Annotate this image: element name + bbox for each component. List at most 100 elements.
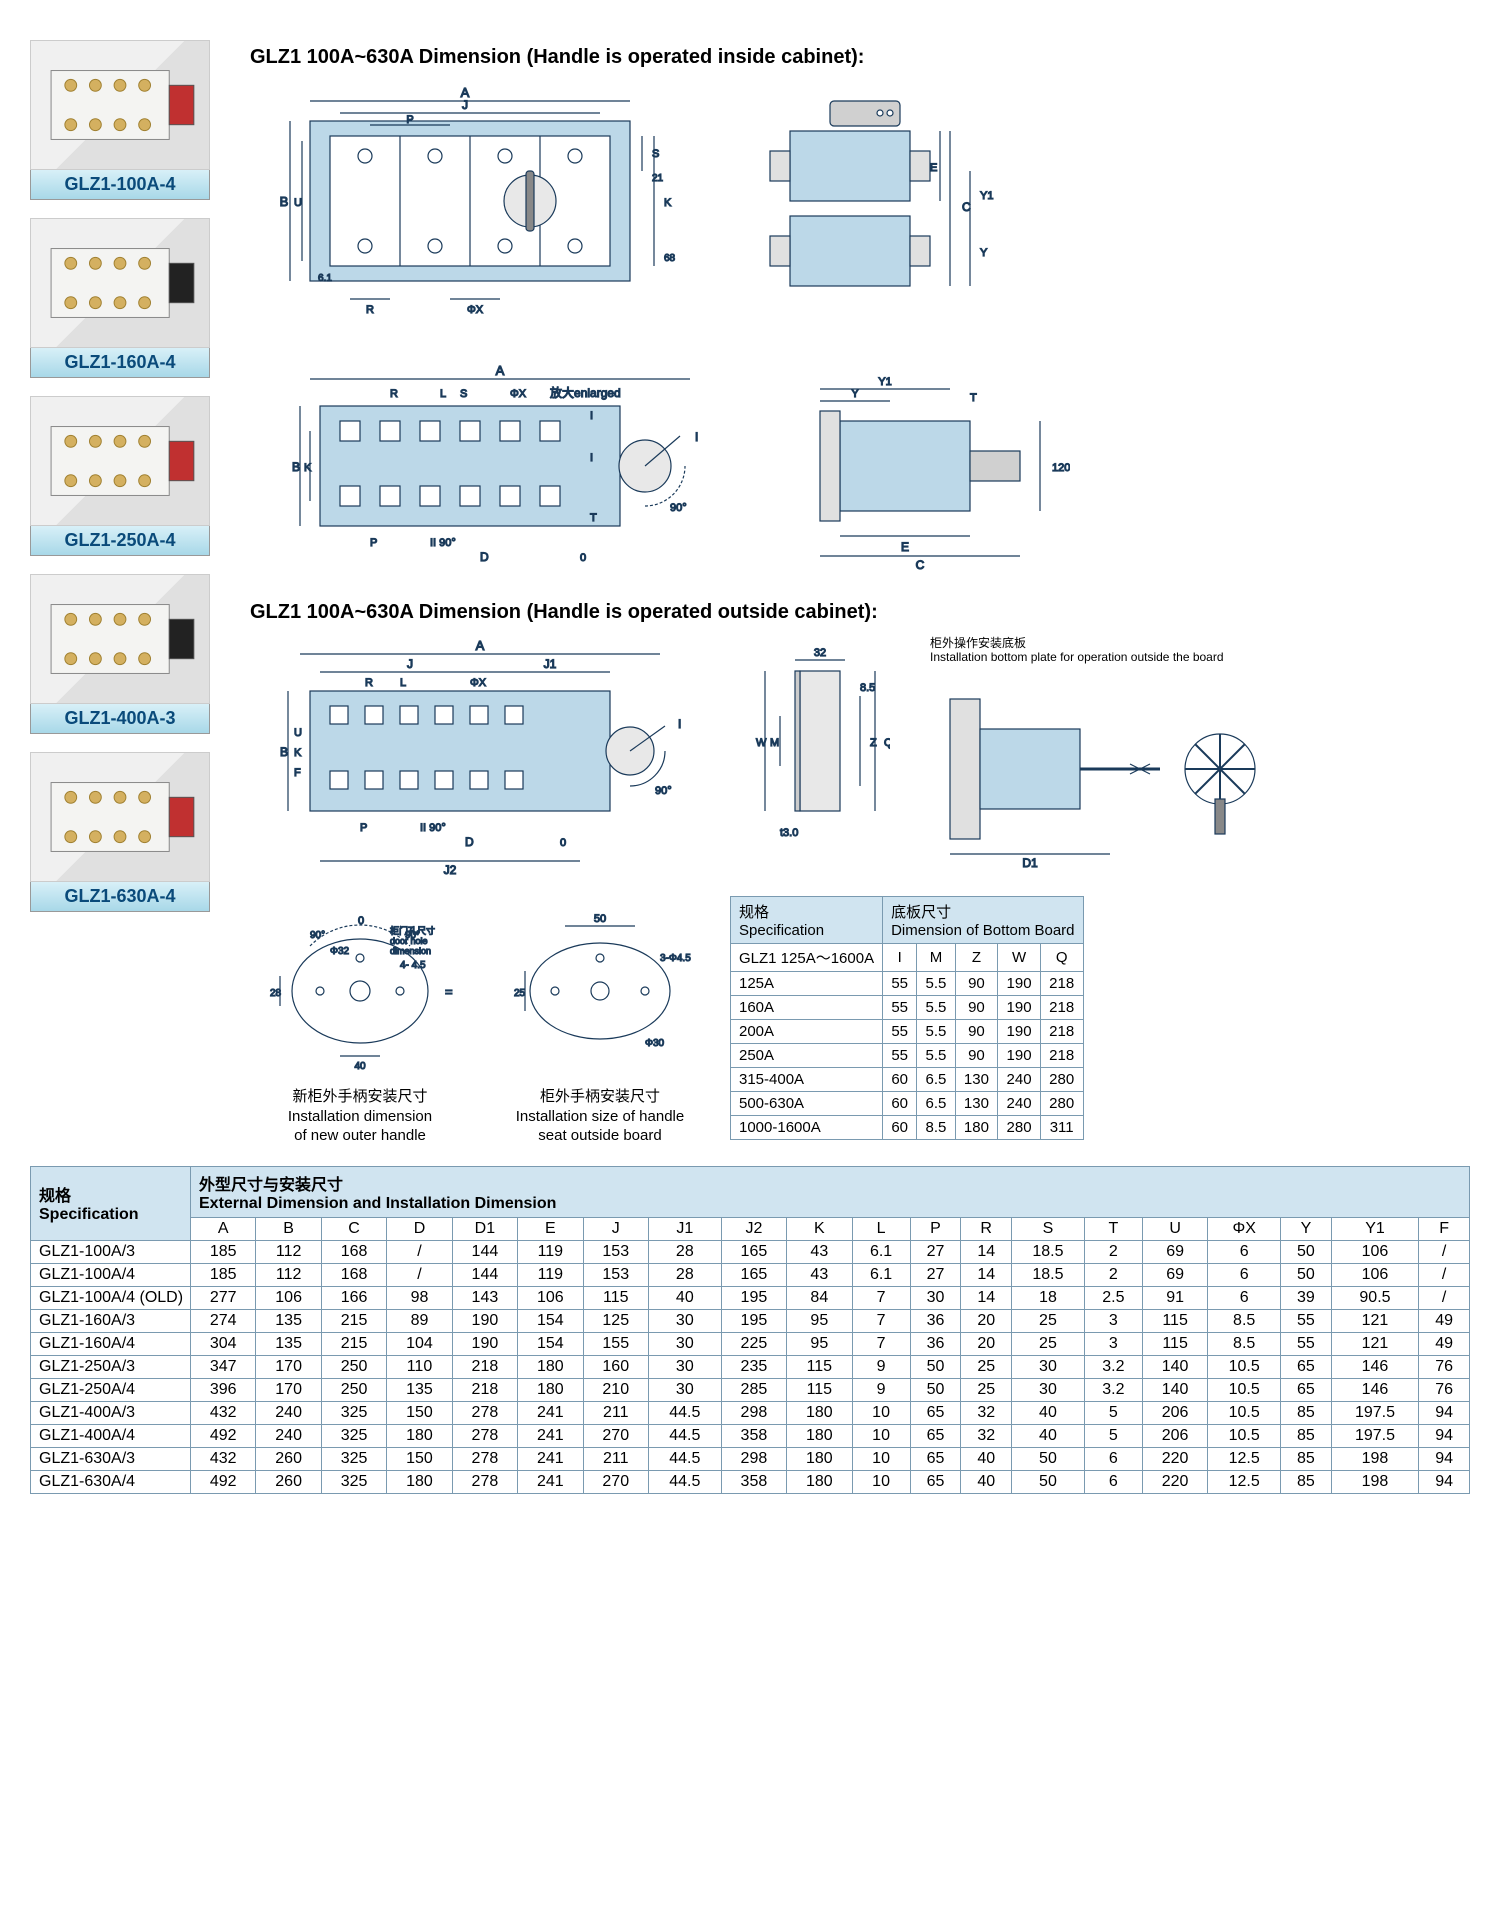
svg-text:t3.0: t3.0 (780, 827, 798, 839)
table-row: GLZ1-250A/439617025013521818021030285115… (31, 1378, 1470, 1401)
svg-text:P: P (360, 822, 367, 834)
table-row: GLZ1-400A/449224032518027824127044.53581… (31, 1424, 1470, 1447)
diagram-outside-assembly: 柜外操作安装底板 Installation bottom plate for o… (930, 636, 1280, 869)
svg-text:Z: Z (870, 737, 877, 749)
diagram-top-inside: A 90° I (250, 361, 730, 581)
svg-text:J: J (407, 657, 413, 671)
svg-text:Q: Q (884, 737, 890, 749)
svg-text:S: S (460, 388, 467, 400)
table-row: 160A555.590190218 (731, 996, 1084, 1020)
bottom-board-table: 规格 Specification 底板尺寸 Dimension of Botto… (730, 896, 1084, 1140)
product-item: GLZ1-100A-4 (30, 40, 230, 200)
svg-text:放大enlarged: 放大enlarged (550, 385, 621, 400)
svg-text:K: K (664, 197, 672, 209)
table-row: 125A555.590190218 (731, 972, 1084, 996)
svg-text:8.5: 8.5 (860, 682, 875, 694)
svg-text:90°: 90° (670, 502, 687, 514)
product-item: GLZ1-400A-3 (30, 574, 230, 734)
svg-text:柜门孔尺寸: 柜门孔尺寸 (390, 925, 435, 936)
svg-text:F: F (294, 767, 301, 779)
svg-text:R: R (390, 388, 398, 400)
svg-text:28: 28 (270, 988, 282, 999)
svg-text:Φ30: Φ30 (645, 1038, 665, 1049)
svg-text:M: M (770, 737, 779, 749)
table-row: 1000-1600A608.5180280311 (731, 1116, 1084, 1140)
svg-text:25: 25 (514, 988, 526, 999)
svg-text:50: 50 (594, 913, 606, 925)
svg-text:ΦX: ΦX (470, 677, 487, 689)
svg-text:ΦX: ΦX (510, 388, 527, 400)
svg-text:J: J (462, 98, 468, 112)
product-photo (30, 40, 210, 170)
svg-text:ΦX: ΦX (467, 304, 484, 316)
svg-text:W: W (756, 737, 767, 749)
svg-text:90°: 90° (655, 785, 672, 797)
svg-text:0: 0 (560, 837, 566, 849)
svg-text:90°: 90° (310, 930, 325, 941)
svg-text:B: B (280, 745, 288, 759)
product-label: GLZ1-250A-4 (30, 526, 210, 556)
svg-text:120: 120 (1052, 462, 1070, 474)
table-row: GLZ1-100A/3185112168/14411915328165436.1… (31, 1240, 1470, 1263)
svg-text:L: L (400, 677, 406, 689)
table-row: GLZ1-160A/430413521510419015415530225957… (31, 1332, 1470, 1355)
svg-text:D: D (465, 835, 474, 849)
product-photo (30, 574, 210, 704)
section2-title: GLZ1 100A~630A Dimension (Handle is oper… (250, 601, 1470, 624)
diagram-outside-bracket: 32 8.5 M Z Q t3.0 W (750, 636, 890, 856)
svg-text:A: A (496, 363, 505, 378)
product-label: GLZ1-630A-4 (30, 882, 210, 912)
svg-text:A: A (476, 638, 485, 653)
product-item: GLZ1-250A-4 (30, 396, 230, 556)
product-label: GLZ1-400A-3 (30, 704, 210, 734)
table-row: GLZ1-160A/327413521589190154125301959573… (31, 1309, 1470, 1332)
svg-text:6.1: 6.1 (318, 273, 332, 284)
table-row: 200A555.590190218 (731, 1020, 1084, 1044)
svg-text:0: 0 (358, 915, 364, 927)
diagrams-column: GLZ1 100A~630A Dimension (Handle is oper… (250, 40, 1470, 1146)
product-item: GLZ1-160A-4 (30, 218, 230, 378)
svg-text:K: K (294, 747, 302, 759)
svg-text:J1: J1 (544, 657, 557, 671)
table-row: GLZ1-100A/4 (OLD)27710616698143106115401… (31, 1286, 1470, 1309)
product-photo (30, 218, 210, 348)
svg-text:B: B (280, 194, 289, 209)
svg-text:Y1: Y1 (980, 190, 993, 202)
svg-text:L: L (440, 388, 446, 400)
product-photo (30, 752, 210, 882)
main-table-colhdr: ABCDD1EJJ1J2KLPRSTUΦXYY1F (31, 1217, 1470, 1240)
section1-title: GLZ1 100A~630A Dimension (Handle is oper… (250, 46, 1470, 69)
svg-text:U: U (294, 197, 302, 209)
svg-text:I: I (695, 430, 698, 444)
handle-diagram-seat: 50 25 3-Φ4.5 Φ30 柜外手柄安装尺寸 Installation s… (500, 896, 700, 1146)
svg-text:68: 68 (664, 253, 676, 264)
svg-text:C: C (916, 558, 925, 571)
svg-text:=: = (445, 984, 453, 999)
svg-text:R: R (365, 677, 373, 689)
svg-text:0: 0 (580, 552, 586, 564)
svg-text:T: T (970, 392, 977, 404)
product-photo (30, 396, 210, 526)
table-row: 315-400A606.5130240280 (731, 1068, 1084, 1092)
svg-text:R: R (366, 304, 374, 316)
svg-text:S: S (652, 148, 659, 160)
svg-text:J2: J2 (444, 863, 457, 876)
install-note-cn: 柜外操作安装底板 (930, 636, 1026, 650)
svg-text:I: I (590, 452, 593, 464)
install-note-en: Installation bottom plate for operation … (930, 650, 1224, 664)
svg-text:E: E (930, 162, 937, 174)
svg-text:3-Φ4.5: 3-Φ4.5 (660, 953, 691, 964)
svg-text:Φ32: Φ32 (330, 946, 350, 957)
diagram-front-inside: A J P B U (250, 81, 690, 341)
svg-text:D1: D1 (1022, 856, 1038, 869)
svg-text:Y1: Y1 (878, 376, 891, 388)
svg-text:Y: Y (980, 247, 988, 259)
svg-text:Y: Y (851, 388, 859, 400)
diagram-outside-front: A J J1 90° I R L (250, 636, 710, 876)
table-row: GLZ1-630A/449226032518027824127044.53581… (31, 1470, 1470, 1493)
svg-text:D: D (480, 550, 489, 564)
svg-text:I: I (678, 717, 681, 731)
svg-text:T: T (590, 512, 597, 524)
svg-text:B: B (292, 460, 300, 474)
bottom-board-colhdr: GLZ1 125A～1600A I M Z W Q (731, 944, 1084, 972)
